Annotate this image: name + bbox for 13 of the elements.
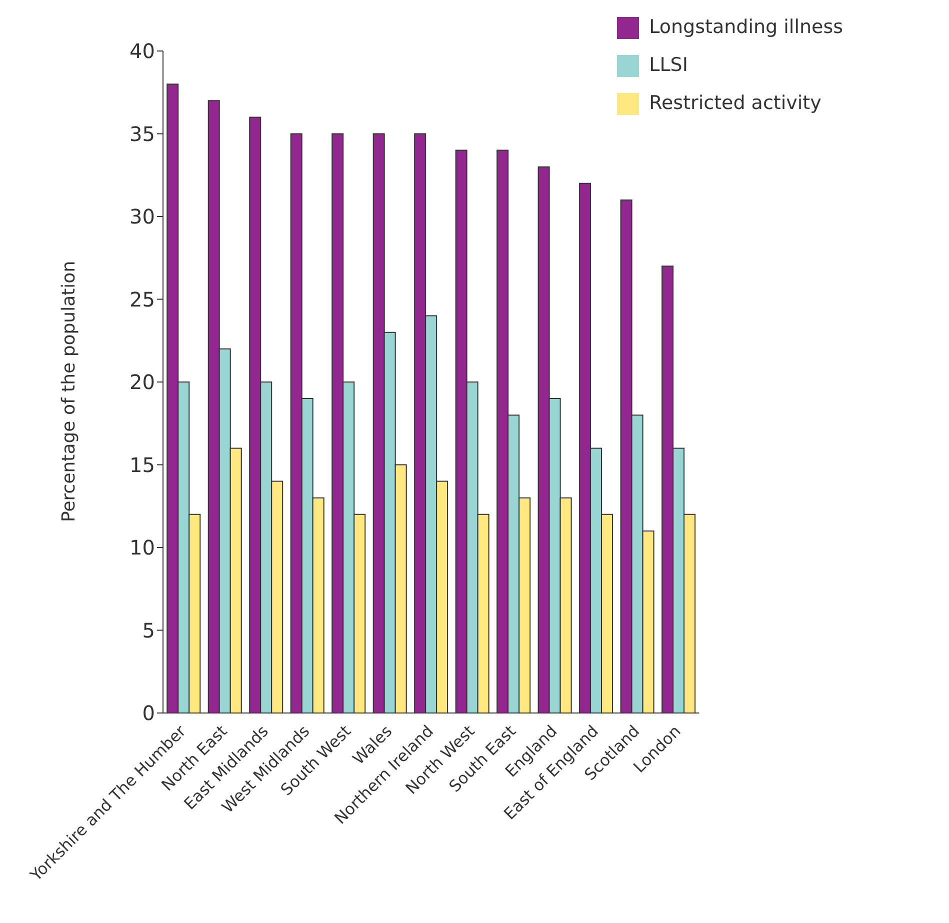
- y-tick-label: 10: [130, 536, 155, 560]
- legend-label: LLSI: [649, 54, 688, 76]
- y-tick-label: 35: [130, 122, 155, 146]
- y-tick-label: 25: [130, 287, 155, 312]
- y-tick-label: 15: [130, 452, 155, 477]
- legend-label: Longstanding illness: [649, 16, 843, 38]
- y-tick-label: 5: [142, 618, 155, 642]
- y-tick-label: 40: [130, 39, 155, 64]
- y-tick-label: 30: [130, 204, 155, 229]
- y-tick-label: 20: [130, 370, 155, 394]
- legend-label: Restricted activity: [649, 92, 822, 114]
- y-axis-title: Percentage of the population: [58, 260, 80, 522]
- y-tick-label: 0: [142, 701, 155, 726]
